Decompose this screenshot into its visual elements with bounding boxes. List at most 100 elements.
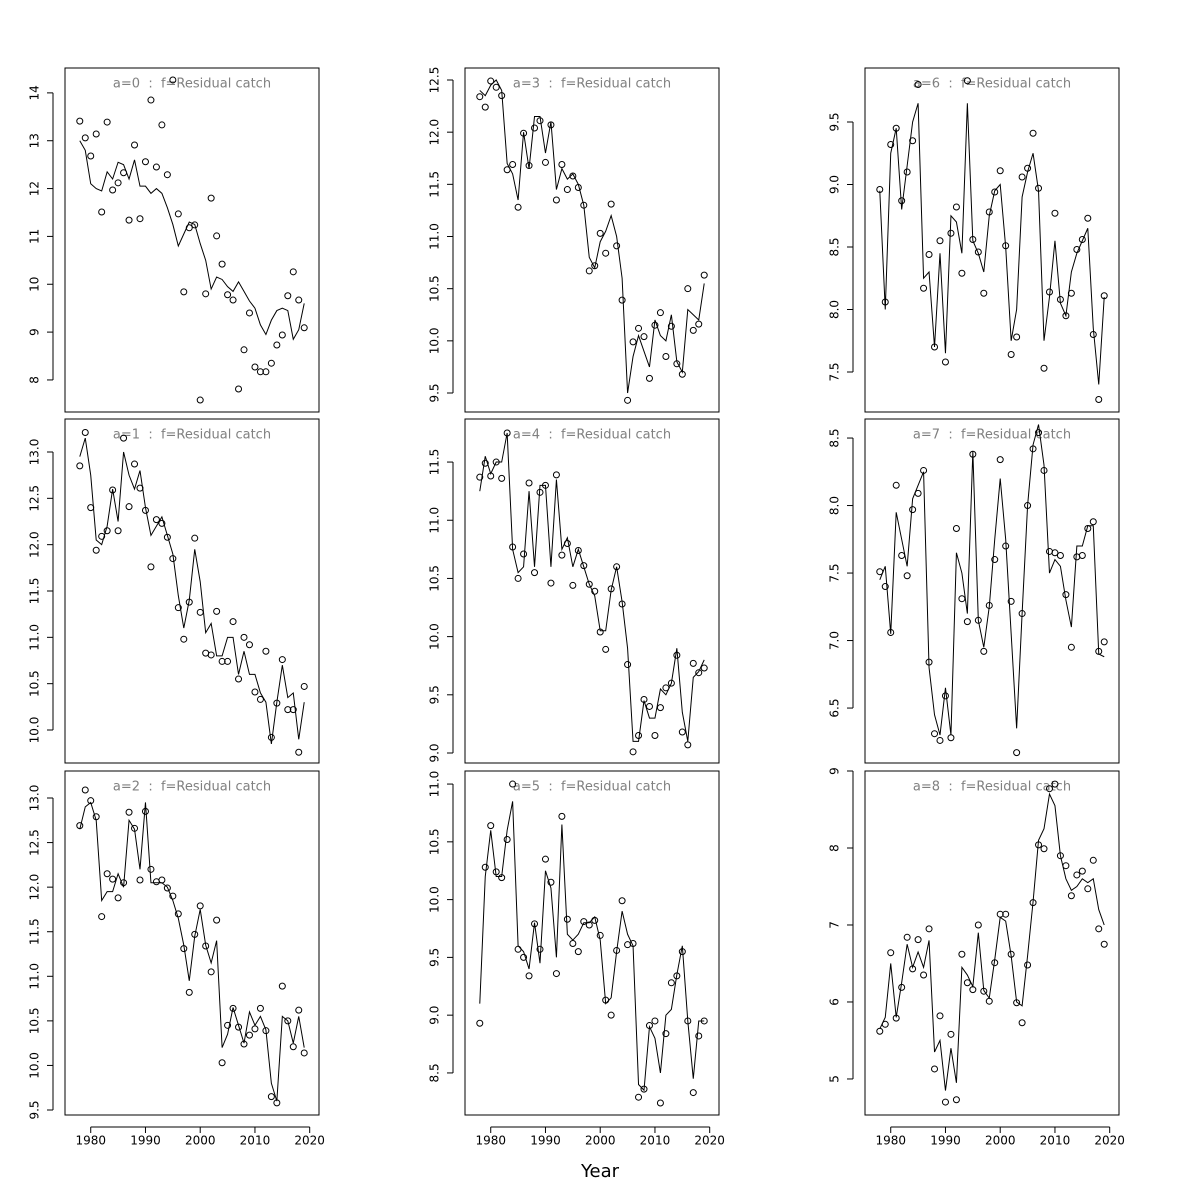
x-tick-label: 2000 — [185, 1134, 216, 1148]
observed-point — [925, 925, 933, 933]
observed-point — [169, 76, 177, 84]
observed-point — [109, 486, 117, 494]
observed-point — [514, 574, 522, 582]
y-tick-label: 8.0 — [828, 300, 842, 319]
observed-point — [218, 1059, 226, 1067]
observed-point — [525, 479, 533, 487]
observed-point — [607, 200, 615, 208]
observed-point — [295, 1006, 303, 1014]
observed-point — [700, 664, 708, 672]
plot-frame — [464, 770, 720, 1116]
observed-point — [656, 704, 664, 712]
observed-point — [278, 331, 286, 339]
observed-point — [1067, 643, 1075, 651]
observed-point — [207, 651, 215, 659]
plot-frame — [464, 418, 720, 764]
observed-point — [245, 641, 253, 649]
observed-point — [125, 808, 133, 816]
y-tick-label: 8.5 — [828, 428, 842, 447]
plot-frame — [864, 418, 1120, 764]
observed-point — [618, 897, 626, 905]
y-tick-label: 11 — [28, 229, 42, 244]
observed-point — [963, 979, 971, 987]
observed-point — [574, 948, 582, 956]
y-tick-label: 7.5 — [828, 362, 842, 381]
y-tick-label: 12.5 — [428, 67, 442, 94]
observed-point — [1029, 129, 1037, 137]
observed-point — [125, 216, 133, 224]
observed-point — [941, 692, 949, 700]
observed-point — [163, 171, 171, 179]
observed-point — [131, 460, 139, 468]
observed-point — [1084, 214, 1092, 222]
observed-point — [120, 434, 128, 442]
y-tick-label: 12.5 — [28, 829, 42, 856]
y-tick-label: 7 — [828, 921, 842, 929]
observed-point — [618, 296, 626, 304]
observed-point — [552, 970, 560, 978]
plot-frame — [64, 418, 320, 764]
panel-title: a=6 : f=Residual catch — [913, 77, 1071, 92]
observed-point — [563, 915, 571, 923]
y-tick-label: 11.5 — [28, 578, 42, 605]
observed-point — [487, 77, 495, 85]
observed-point — [262, 647, 270, 655]
panel-title: a=4 : f=Residual catch — [513, 428, 671, 443]
observed-point — [558, 551, 566, 559]
observed-point — [662, 352, 670, 360]
observed-point — [936, 736, 944, 744]
y-tick-label: 10.0 — [428, 327, 442, 354]
observed-point — [229, 618, 237, 626]
observed-point — [1007, 351, 1015, 358]
y-tick-label: 10 — [28, 277, 42, 292]
observed-point — [174, 604, 182, 612]
observed-point — [180, 635, 188, 643]
observed-point — [218, 657, 226, 665]
x-axis-label: Year — [580, 1161, 620, 1182]
observed-point — [602, 645, 610, 653]
observed-point — [580, 918, 588, 926]
observed-point — [1100, 638, 1108, 646]
observed-point — [1100, 940, 1108, 948]
y-tick-label: 10.5 — [28, 670, 42, 697]
observed-point — [213, 232, 221, 240]
y-tick-label: 6 — [828, 998, 842, 1006]
observed-point — [963, 77, 971, 85]
observed-point — [531, 124, 539, 132]
observed-point — [1051, 209, 1059, 217]
y-tick-label: 11.0 — [28, 624, 42, 651]
panel-title: a=2 : f=Residual catch — [113, 780, 271, 795]
y-tick-label: 11.0 — [428, 771, 442, 798]
y-tick-label: 14 — [28, 85, 42, 100]
observed-point — [580, 562, 588, 570]
observed-point — [700, 271, 708, 279]
observed-point — [656, 1099, 664, 1107]
observed-point — [147, 563, 155, 571]
observed-point — [536, 945, 544, 953]
y-tick-label: 10.5 — [428, 275, 442, 302]
observed-point — [903, 933, 911, 941]
observed-point — [1051, 549, 1059, 557]
x-tick-label: 2020 — [694, 1134, 725, 1148]
y-tick-label: 10.0 — [28, 717, 42, 744]
observed-point — [131, 141, 139, 149]
observed-point — [1002, 910, 1010, 918]
observed-point — [684, 285, 692, 293]
y-tick-label: 9.5 — [28, 1100, 42, 1119]
observed-point — [251, 1025, 259, 1033]
observed-point — [1095, 396, 1103, 403]
observed-point — [1078, 236, 1086, 243]
observed-point — [169, 892, 177, 900]
observed-point — [1056, 551, 1064, 559]
panel-title: a=8 : f=Residual catch — [913, 780, 1071, 795]
observed-point — [267, 733, 275, 741]
observed-point — [936, 237, 944, 245]
observed-point — [947, 734, 955, 742]
x-tick-label: 2000 — [585, 1134, 616, 1148]
y-tick-label: 13 — [28, 133, 42, 148]
observed-point — [952, 203, 960, 211]
observed-point — [629, 748, 637, 756]
observed-point — [1089, 856, 1097, 864]
observed-point — [103, 870, 111, 878]
